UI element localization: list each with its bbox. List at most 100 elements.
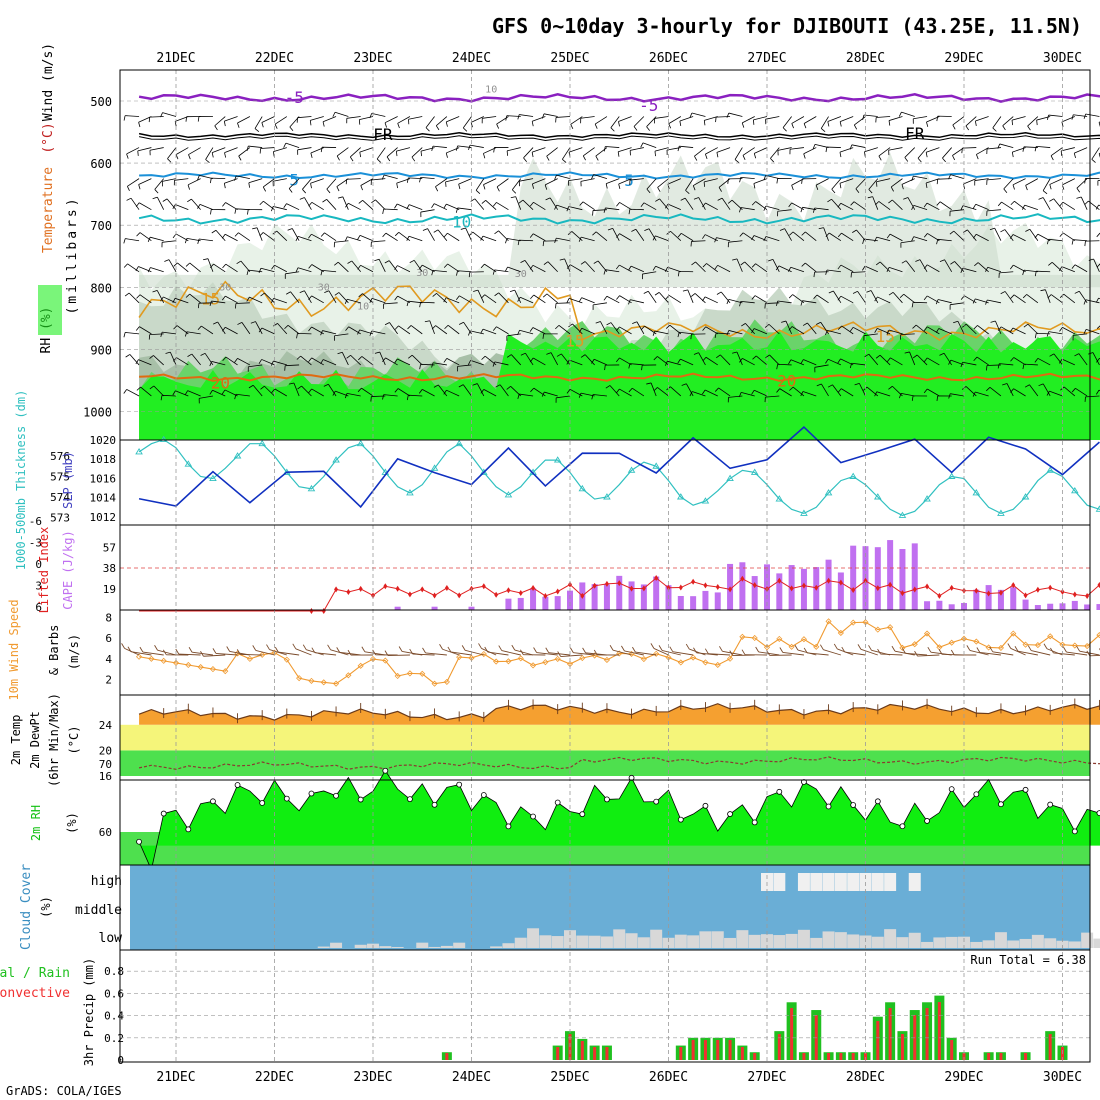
li-tick-1: 3 <box>35 580 42 593</box>
cloud-low <box>674 934 687 948</box>
upper-ytick-5: 1000 <box>83 406 112 420</box>
contour-label-7: 15 <box>201 290 220 309</box>
cape-bar <box>567 590 573 610</box>
date-bottom-25DEC: 25DEC <box>550 1070 589 1085</box>
wind-barb-tick <box>292 643 297 650</box>
rh-2m-point <box>308 790 315 797</box>
label-slp: SLP (mb) <box>61 451 75 509</box>
label-t2m: 2m Temp <box>9 715 23 766</box>
upper-air-panel: -5 -5 FR FR 5 5 10 15 15 15 20 20 30 30 30 30 10 10 500 600… <box>83 84 1100 440</box>
upper-ytick-4: 900 <box>90 343 112 357</box>
label-dewpt: 2m DewPt <box>28 711 42 769</box>
cloud-low <box>884 929 897 948</box>
rh-2m-panel: 60 70 <box>99 758 1100 871</box>
cloud-low <box>662 937 675 948</box>
precip-conv-bar <box>753 1053 757 1060</box>
cloud-low <box>502 943 515 948</box>
wind-barb <box>661 649 681 656</box>
date-top-24DEC: 24DEC <box>452 51 491 66</box>
wind-barb <box>1053 652 1075 656</box>
precip-conv-bar <box>691 1040 695 1060</box>
wind-barb <box>612 649 632 656</box>
wind-barb <box>560 654 583 657</box>
cloud-low <box>354 944 367 948</box>
cloud-high <box>834 873 847 891</box>
wind-speed-point <box>542 659 549 666</box>
temp-contour-4 <box>138 280 1100 341</box>
rh-2m-point <box>1096 810 1100 816</box>
rh-2m-point <box>874 798 881 805</box>
cape-bar <box>1010 587 1017 610</box>
label-rh2m-unit: (%) <box>65 812 79 834</box>
wind-barb-tick <box>384 650 389 656</box>
temp-contour-2 <box>139 171 1100 180</box>
rh-shade-upper <box>139 152 1100 288</box>
wind-barb-tick <box>693 647 697 653</box>
temp-contour-5 <box>139 372 1100 382</box>
cloud-low <box>1019 938 1032 948</box>
thickness-point <box>874 493 882 500</box>
wind-speed-point <box>185 661 192 669</box>
precip-conv-bar <box>703 1040 707 1060</box>
thickness-point <box>332 456 340 463</box>
wind-speed-point <box>1010 630 1017 637</box>
cape-bar <box>948 604 955 610</box>
wind-barb <box>672 651 694 656</box>
wind-speed-point <box>332 680 340 687</box>
cloud-low <box>416 942 429 948</box>
rh-2m-point <box>1071 828 1078 835</box>
wind-speed-point <box>887 624 894 631</box>
precip-conv-bar <box>568 1034 572 1060</box>
wind-speed-point <box>505 658 512 665</box>
wind-barb-tick <box>409 648 414 655</box>
axis-labels: RH (%) Temperature (°C) Wind (m/s) (mill… <box>0 43 1086 1066</box>
thickness-point <box>356 439 365 447</box>
precip-conv-bar <box>937 1002 941 1060</box>
grid-overlay: 21DEC 21DEC 22DEC 22DEC 23DEC 23DEC 24DEC 24DEC… <box>120 51 1090 1085</box>
thickness-point <box>750 468 759 475</box>
cape-tick-2: 57 <box>103 541 116 554</box>
wind-barb-tick <box>891 645 896 652</box>
cloud-low <box>650 929 663 948</box>
rh-2m-point <box>530 813 536 820</box>
wind-speed-point <box>751 634 758 642</box>
label-temperature: Temperature <box>41 167 56 253</box>
thickness-point <box>775 495 784 502</box>
wind-barb <box>192 651 213 656</box>
wind-speed-point <box>369 655 377 663</box>
cloud-low <box>539 935 552 948</box>
contour-label-1: -5 <box>639 96 658 115</box>
rh-2m-point <box>579 811 586 818</box>
thickness-point <box>947 472 956 479</box>
wind-speed-point <box>197 663 204 671</box>
cloud-low <box>810 937 823 948</box>
date-top-30DEC: 30DEC <box>1043 51 1082 66</box>
rh-2m-point <box>382 767 389 774</box>
thickness-point <box>578 484 587 492</box>
date-bottom-26DEC: 26DEC <box>649 1070 688 1085</box>
wind-speed-point <box>776 635 783 642</box>
wind-barb-tick <box>139 646 144 653</box>
wind-barb-tick <box>302 644 307 650</box>
cloud-low <box>1081 932 1094 948</box>
date-bottom-23DEC: 23DEC <box>353 1070 392 1085</box>
cape-bar <box>850 545 857 610</box>
wind-speed-point <box>948 639 955 646</box>
wind-speed-point <box>1096 632 1100 639</box>
cape-bar <box>640 584 647 610</box>
contour-label-9: 15 <box>876 327 895 346</box>
cape-bar <box>924 601 931 610</box>
contour-label-10: 20 <box>211 374 230 393</box>
wind-barb-tick <box>938 649 943 655</box>
contour-label-12: 30 <box>219 282 231 293</box>
cape-bar <box>936 600 943 610</box>
wind-barb-tick <box>121 643 125 649</box>
wind-barb-tick <box>461 645 466 651</box>
precip-conv-bar <box>925 1008 929 1060</box>
thickness-point <box>603 493 611 500</box>
cloud-low <box>797 929 810 948</box>
date-top-22DEC: 22DEC <box>255 51 294 66</box>
precip-tick-4: 0.8 <box>104 965 124 978</box>
cloud-low <box>1068 941 1081 948</box>
wind-barb-tick <box>779 647 784 653</box>
